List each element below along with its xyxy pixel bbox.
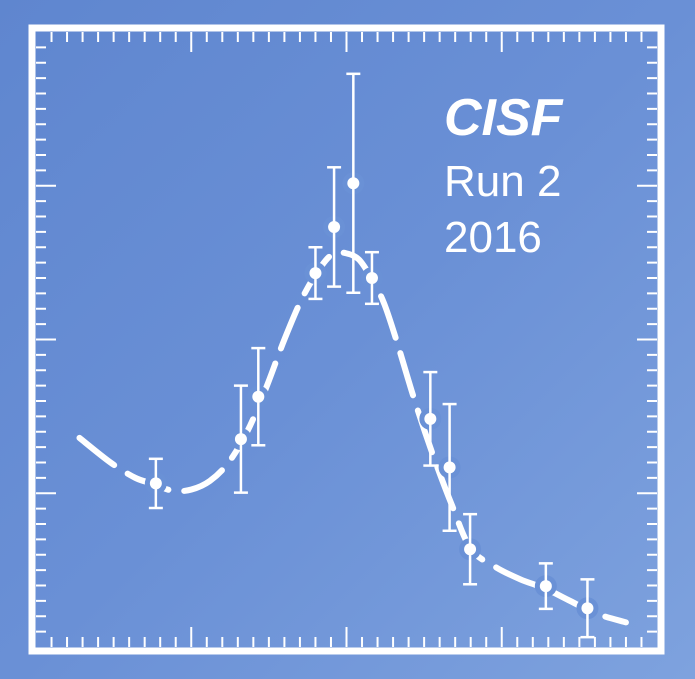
- year-label: 2016: [444, 213, 542, 262]
- point-marker: [424, 412, 437, 425]
- data-point: [304, 246, 327, 301]
- data-point: [229, 384, 252, 494]
- run-label: Run 2: [444, 157, 561, 206]
- data-point: [360, 250, 383, 306]
- point-marker: [234, 433, 247, 446]
- point-marker: [328, 220, 341, 233]
- data-point: [419, 370, 442, 467]
- data-point: [247, 346, 270, 447]
- point-marker: [309, 267, 322, 280]
- plot-frame: [28, 24, 665, 655]
- point-marker: [539, 580, 552, 593]
- point-marker: [464, 543, 477, 556]
- experiment-label: CISF: [444, 89, 564, 147]
- point-marker: [581, 602, 594, 615]
- point-marker: [252, 390, 265, 403]
- point-marker: [365, 272, 378, 284]
- data-point: [438, 402, 461, 533]
- point-marker: [149, 477, 162, 490]
- axis-ticks: [36, 32, 657, 647]
- data-point: [144, 457, 167, 510]
- data-point: [323, 166, 346, 288]
- point-marker: [443, 461, 456, 474]
- annotation-block: CISF Run 2 2016: [444, 89, 564, 262]
- data-point: [534, 562, 557, 611]
- data-points: [144, 72, 599, 639]
- fit-curve: [76, 249, 629, 626]
- point-marker: [347, 177, 360, 190]
- fit-curve-path: [76, 249, 629, 626]
- data-point: [342, 72, 365, 295]
- data-point: [459, 512, 482, 586]
- data-point: [576, 578, 599, 639]
